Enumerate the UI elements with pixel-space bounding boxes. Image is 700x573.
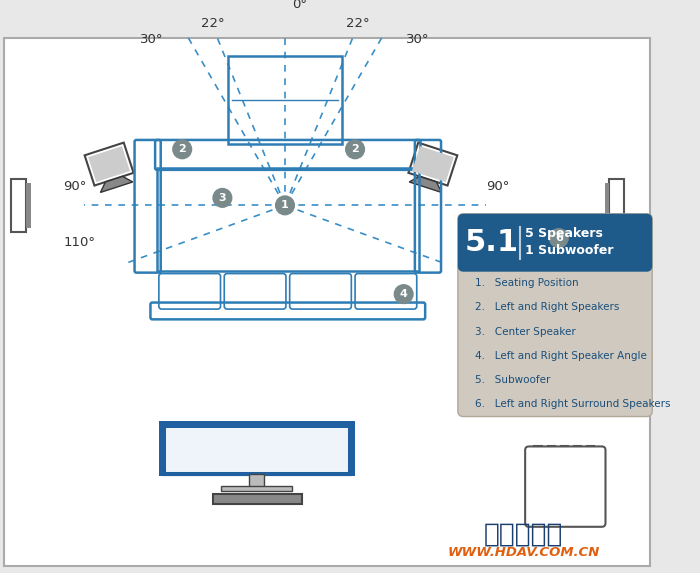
- Text: 90°: 90°: [486, 180, 510, 193]
- Circle shape: [173, 140, 192, 159]
- Polygon shape: [410, 176, 442, 193]
- Circle shape: [346, 140, 365, 159]
- Text: 6.   Left and Right Surround Speakers: 6. Left and Right Surround Speakers: [475, 399, 670, 409]
- FancyBboxPatch shape: [605, 183, 609, 228]
- FancyBboxPatch shape: [609, 179, 624, 231]
- Circle shape: [550, 229, 568, 248]
- Text: 3: 3: [218, 193, 226, 203]
- Text: 6: 6: [555, 233, 563, 243]
- Polygon shape: [85, 143, 134, 186]
- FancyBboxPatch shape: [463, 243, 647, 266]
- Circle shape: [276, 196, 294, 215]
- Text: 110°: 110°: [64, 236, 95, 249]
- FancyBboxPatch shape: [458, 214, 652, 272]
- Polygon shape: [408, 143, 457, 186]
- Text: 2.   Left and Right Speakers: 2. Left and Right Speakers: [475, 302, 619, 312]
- Text: 30°: 30°: [140, 33, 164, 45]
- FancyBboxPatch shape: [221, 486, 293, 491]
- Circle shape: [394, 285, 413, 304]
- Text: 2: 2: [178, 144, 186, 154]
- Circle shape: [213, 189, 232, 207]
- Text: 5 Speakers: 5 Speakers: [525, 227, 603, 240]
- Text: 22°: 22°: [201, 17, 224, 30]
- Text: 2: 2: [351, 144, 359, 154]
- Text: 90°: 90°: [63, 180, 86, 193]
- FancyBboxPatch shape: [467, 220, 643, 265]
- Text: 3.   Center Speaker: 3. Center Speaker: [475, 327, 575, 336]
- FancyBboxPatch shape: [213, 494, 302, 504]
- FancyBboxPatch shape: [164, 426, 351, 474]
- Text: WWW.HDAV.COM.CN: WWW.HDAV.COM.CN: [447, 547, 599, 559]
- Polygon shape: [101, 176, 133, 193]
- FancyBboxPatch shape: [249, 474, 265, 488]
- Text: 1.   Seating Position: 1. Seating Position: [475, 278, 578, 288]
- Text: 22°: 22°: [346, 17, 370, 30]
- Text: 家庭影院网: 家庭影院网: [484, 521, 563, 547]
- Polygon shape: [88, 146, 130, 182]
- FancyBboxPatch shape: [11, 179, 26, 231]
- Text: 1: 1: [281, 201, 289, 210]
- FancyBboxPatch shape: [26, 183, 31, 228]
- FancyBboxPatch shape: [4, 38, 650, 566]
- FancyBboxPatch shape: [525, 446, 606, 527]
- FancyBboxPatch shape: [458, 214, 652, 417]
- FancyBboxPatch shape: [159, 421, 355, 476]
- Text: 5.   Subwoofer: 5. Subwoofer: [475, 375, 550, 385]
- Text: 1 Subwoofer: 1 Subwoofer: [525, 244, 614, 257]
- Text: 30°: 30°: [407, 33, 430, 45]
- Text: 110°: 110°: [475, 236, 507, 249]
- Polygon shape: [412, 146, 454, 182]
- Text: 4.   Left and Right Speaker Angle: 4. Left and Right Speaker Angle: [475, 351, 647, 361]
- Text: 0°: 0°: [293, 0, 307, 11]
- FancyBboxPatch shape: [167, 428, 346, 471]
- Text: 5.1: 5.1: [464, 228, 519, 257]
- Text: 4: 4: [400, 289, 407, 299]
